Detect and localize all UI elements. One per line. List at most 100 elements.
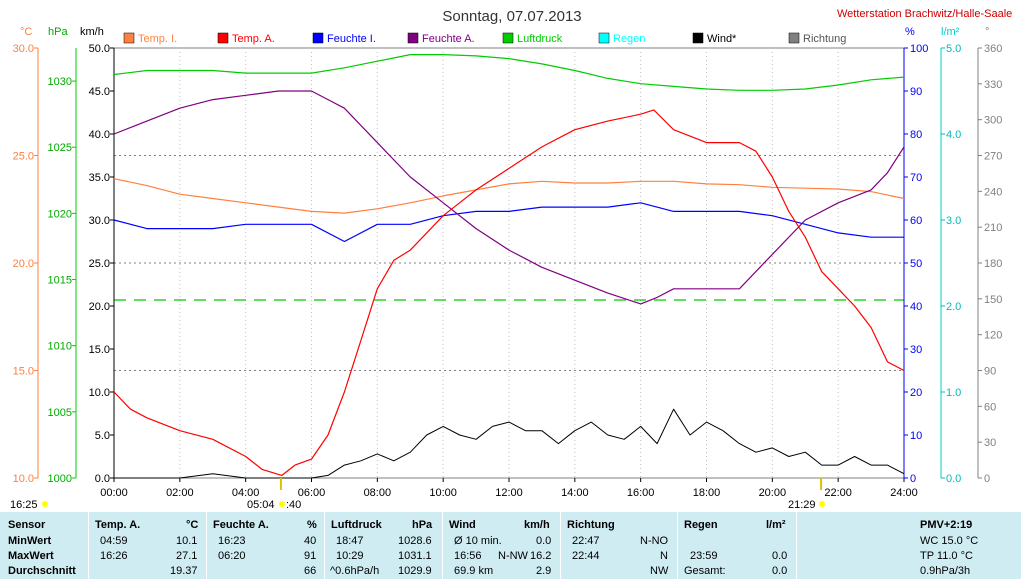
- sunrise-tail-label: :40: [286, 499, 301, 511]
- legend-swatch: [692, 32, 704, 44]
- y-tick-label: 1020: [48, 208, 72, 220]
- y-tick-label: 1000: [48, 473, 72, 485]
- y-tick-label: 20: [910, 387, 922, 399]
- y-tick-label: 120: [984, 330, 1002, 342]
- sunset-dot: [819, 501, 825, 507]
- y-tick-label: 40.0: [89, 129, 110, 141]
- y-tick-label: 1030: [48, 76, 72, 88]
- wind-label: 69.9 km: [454, 565, 494, 577]
- unit-celsius: °C: [20, 26, 32, 38]
- y-tick-label: 5.0: [946, 43, 961, 55]
- x-tick-label: 18:00: [693, 487, 721, 499]
- y-tick-label: 300: [984, 115, 1002, 127]
- legend-swatch: [502, 32, 514, 44]
- unit-lm2: l/m²: [941, 26, 960, 38]
- y-tick-label: 30: [910, 344, 922, 356]
- y-tick-label: 1025: [48, 142, 72, 154]
- dir-time: 22:47: [572, 535, 600, 547]
- legend-label: Richtung: [803, 33, 846, 45]
- grid: [113, 47, 905, 479]
- legend-swatch: [598, 32, 610, 44]
- y-tick-label: 1010: [48, 341, 72, 353]
- x-tick-label: 00:00: [100, 487, 128, 499]
- legend-swatch: [788, 32, 800, 44]
- y-tick-label: 10.0: [13, 473, 34, 485]
- series-temp--a-: [113, 109, 905, 476]
- temp-value: 27.1: [176, 550, 198, 562]
- y-tick-label: 60: [910, 215, 922, 227]
- y-tick-label: 1005: [48, 407, 72, 419]
- x-tick-label: 02:00: [166, 487, 194, 499]
- y-tick-label: 10.0: [89, 387, 110, 399]
- series-luftdruck: [113, 53, 905, 91]
- stats-separator: [88, 512, 89, 579]
- stats-row-min: MinWert 04:59 10.1 16:23 40 18:47 1028.6…: [0, 534, 1021, 549]
- unit-hpa: hPa: [48, 26, 68, 38]
- press-value: 1028.6: [398, 535, 432, 547]
- header-rain-unit: l/m²: [766, 519, 786, 531]
- rain-time: Gesamt:: [684, 565, 726, 577]
- y-tick-label: 210: [984, 222, 1002, 234]
- y-tick-label: 3.0: [946, 215, 961, 227]
- y-tick-label: 50: [910, 258, 922, 270]
- y-tick-label: 30.0: [13, 43, 34, 55]
- y-tick-label: 0.0: [95, 473, 110, 485]
- y-tick-label: 35.0: [89, 172, 110, 184]
- hum-time: 16:23: [218, 535, 246, 547]
- y-tick-label: 80: [910, 129, 922, 141]
- x-tick-label: 20:00: [759, 487, 787, 499]
- temp-value: 10.1: [176, 535, 198, 547]
- x-tick-label: 08:00: [364, 487, 392, 499]
- sun-markers: 16:25 05:04 :40 21:29: [10, 478, 825, 511]
- series-layer: [113, 53, 905, 479]
- stats-separator: [677, 512, 678, 579]
- legend-label: Temp. A.: [232, 33, 275, 45]
- header-rain: Regen: [684, 519, 718, 531]
- header-pmv: PMV+2:19: [920, 519, 973, 531]
- y-tick-label: 15.0: [13, 366, 34, 378]
- series-temp--i-: [113, 178, 905, 214]
- unit-degree: °: [985, 26, 989, 38]
- press-value: 1029.9: [398, 565, 432, 577]
- stats-separator: [206, 512, 207, 579]
- legend-label: Feuchte A.: [422, 33, 475, 45]
- y-tick-label: 360: [984, 43, 1002, 55]
- left-time-dot: [42, 501, 48, 507]
- legend-label: Regen: [613, 33, 645, 45]
- dir-time: 22:44: [572, 550, 600, 562]
- rain-time: 23:59: [690, 550, 718, 562]
- temp-time: 16:26: [100, 550, 128, 562]
- y-tick-label: 30.0: [89, 215, 110, 227]
- y-tick-label: 50.0: [89, 43, 110, 55]
- x-tick-label: 04:00: [232, 487, 260, 499]
- x-tick-label: 12:00: [495, 487, 523, 499]
- series-wind-: [114, 408, 905, 479]
- y-tick-label: 20.0: [89, 301, 110, 313]
- y-tick-label: 4.0: [946, 129, 961, 141]
- dir-value: N: [660, 550, 668, 562]
- stats-panel: Sensor Temp. A. °C Feuchte A. % Luftdruc…: [0, 512, 1021, 579]
- sunset-label: 21:29: [788, 499, 816, 511]
- wind-dir: N-NW: [498, 550, 528, 562]
- y-tick-label: 0.0: [946, 473, 961, 485]
- series-feuchte-a-: [113, 90, 905, 305]
- rain-value: 0.0: [772, 565, 788, 577]
- press-value: 1031.1: [398, 550, 432, 562]
- stats-separator: [796, 512, 797, 579]
- header-temp-unit: °C: [186, 519, 199, 531]
- chart-title: Sonntag, 07.07.2013: [442, 8, 581, 25]
- y-tick-label: 90: [984, 366, 996, 378]
- y-tick-label: 45.0: [89, 86, 110, 98]
- stats-separator: [442, 512, 443, 579]
- legend-swatch: [217, 32, 229, 44]
- hum-value: 40: [304, 535, 317, 547]
- header-humidity: Feuchte A.: [213, 519, 269, 531]
- y-tick-label: 70: [910, 172, 922, 184]
- press-time: ^0.6hPa/h: [330, 565, 380, 577]
- y-tick-label: 1.0: [946, 387, 961, 399]
- x-tick-label: 16:00: [627, 487, 655, 499]
- press-time: 10:29: [336, 550, 364, 562]
- y-tick-label: 100: [910, 43, 928, 55]
- weather-chart: Sonntag, 07.07.2013 Wetterstation Brachw…: [10, 8, 1012, 511]
- unit-kmh: km/h: [80, 26, 104, 38]
